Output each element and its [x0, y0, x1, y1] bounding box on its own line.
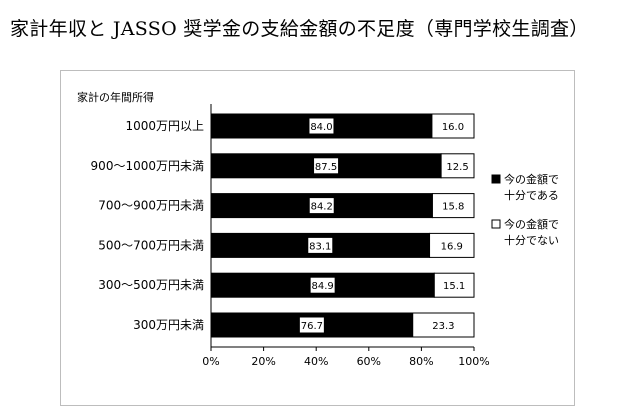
- page-title: 家計年収と JASSO 奨学金の支給金額の不足度（専門学校生調査）: [10, 18, 589, 40]
- data-label-box: [441, 198, 466, 214]
- category-label: 300万円未満: [133, 318, 204, 332]
- x-tick-label: 40%: [304, 355, 328, 368]
- category-label: 1000万円以上: [125, 119, 204, 133]
- data-label: 15.8: [442, 202, 464, 213]
- data-label: 84.2: [311, 202, 333, 213]
- legend-swatch-not-enough: [491, 219, 501, 229]
- chart-area: 家計の年間所得 1000万円以上 84.0 16.0 900～1000万円未満 87.5 1…: [60, 70, 575, 406]
- chart-svg: 家計の年間所得 1000万円以上 84.0 16.0 900～1000万円未満 87.5 1…: [77, 90, 559, 368]
- data-label-box: [439, 237, 464, 253]
- x-tick-label: 100%: [458, 355, 489, 368]
- bar-segment-not-enough: [431, 113, 475, 139]
- legend-swatch-enough: [491, 174, 501, 184]
- data-label: 15.1: [443, 281, 465, 292]
- data-label: 23.3: [432, 321, 454, 332]
- x-tick-label: 80%: [409, 355, 433, 368]
- data-label: 16.9: [441, 241, 463, 252]
- data-label-box: [309, 118, 334, 134]
- data-label-box: [431, 317, 456, 333]
- x-tick-label: 0%: [202, 355, 219, 368]
- data-label: 87.5: [315, 162, 337, 173]
- category-label: 700～900万円未満: [98, 199, 204, 213]
- data-label-box: [445, 158, 470, 174]
- category-label: 300～500万円未満: [98, 278, 204, 292]
- bar-segment-not-enough: [412, 312, 475, 338]
- data-label: 84.0: [310, 122, 332, 133]
- data-label-box: [314, 158, 339, 174]
- x-tick-label: 60%: [357, 355, 381, 368]
- data-label: 16.0: [442, 122, 464, 133]
- data-label: 76.7: [301, 321, 323, 332]
- data-label-box: [308, 237, 333, 253]
- category-label: 900～1000万円未満: [91, 159, 204, 173]
- legend-label: 今の金額で: [504, 172, 559, 186]
- data-label-box: [310, 277, 335, 293]
- category-label: 500～700万円未満: [98, 238, 204, 252]
- data-label-box: [299, 317, 324, 333]
- legend-label: 今の金額で: [504, 217, 559, 231]
- data-label-box: [442, 277, 467, 293]
- data-label: 83.1: [309, 241, 331, 252]
- data-label-box: [440, 118, 465, 134]
- legend-label: 十分である: [504, 188, 559, 202]
- y-axis-title: 家計の年間所得: [77, 90, 154, 104]
- data-label-box: [309, 198, 334, 214]
- data-label: 12.5: [446, 162, 468, 173]
- data-label: 84.9: [312, 281, 334, 292]
- x-tick-label: 20%: [251, 355, 275, 368]
- legend-label: 十分でない: [504, 233, 559, 247]
